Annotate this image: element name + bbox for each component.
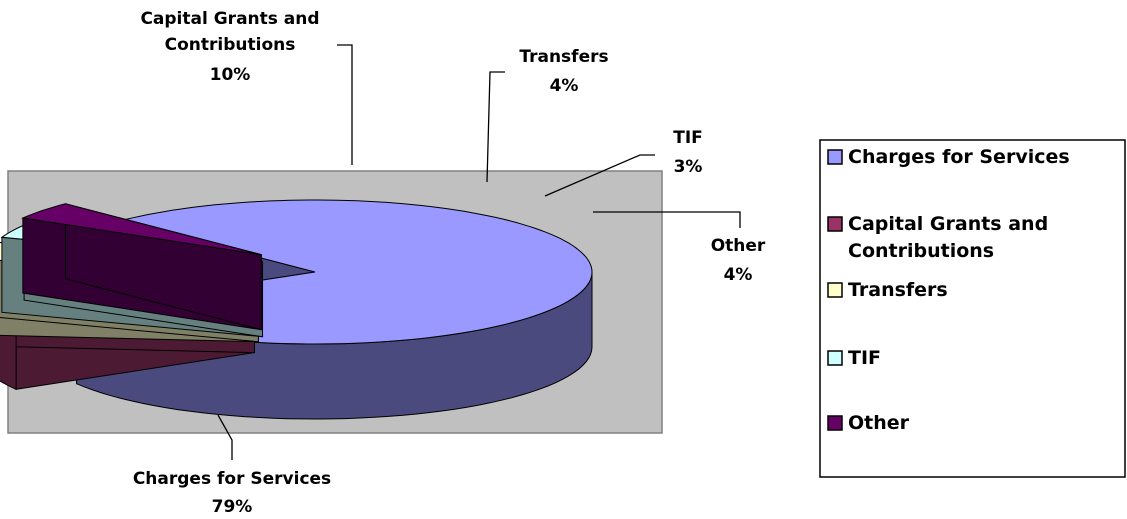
- legend-label: Contributions: [848, 240, 994, 262]
- leader-line: [217, 414, 233, 460]
- legend-swatch: [827, 282, 843, 298]
- data-label-value: 10%: [210, 65, 251, 85]
- legend-item: Transfers: [827, 279, 948, 301]
- slice-other: [20, 203, 262, 331]
- data-label-value: 4%: [724, 265, 753, 285]
- legend-label: Charges for Services: [848, 146, 1070, 168]
- legend-swatch: [827, 216, 843, 232]
- legend-box: [819, 139, 1126, 478]
- data-label-value: 4%: [550, 76, 579, 96]
- legend-label: Transfers: [848, 279, 948, 301]
- leader-line: [337, 44, 353, 165]
- legend: Charges for Services Capital Grants and Co…: [819, 139, 1126, 478]
- data-label-name: Transfers: [519, 47, 608, 67]
- leader-line: [544, 154, 655, 197]
- legend-item: Other: [827, 412, 910, 434]
- pie-slices: [0, 199, 593, 420]
- legend-item: Charges for Services: [827, 146, 1070, 168]
- data-label-name: Other: [711, 236, 766, 256]
- legend-item: Capital Grants and Contributions: [827, 213, 1048, 262]
- legend-label: Capital Grants and: [848, 213, 1048, 235]
- data-label-name: TIF: [673, 128, 703, 148]
- leader-line: [486, 71, 505, 183]
- legend-swatch: [827, 149, 843, 165]
- leader-lines: [217, 44, 741, 460]
- legend-swatch: [827, 350, 843, 366]
- leader-line: [593, 211, 741, 228]
- data-label-name: Capital Grants and: [140, 9, 319, 29]
- data-label-value: 79%: [212, 497, 253, 517]
- data-label-name: Contributions: [165, 35, 296, 55]
- data-labels: Charges for Services 79% Capital Grants an…: [133, 9, 766, 517]
- legend-item: TIF: [827, 347, 881, 369]
- data-label-value: 3%: [674, 157, 703, 177]
- legend-label: Other: [848, 412, 910, 434]
- legend-swatch: [827, 415, 843, 431]
- data-label-name: Charges for Services: [133, 469, 331, 489]
- legend-label: TIF: [848, 347, 881, 369]
